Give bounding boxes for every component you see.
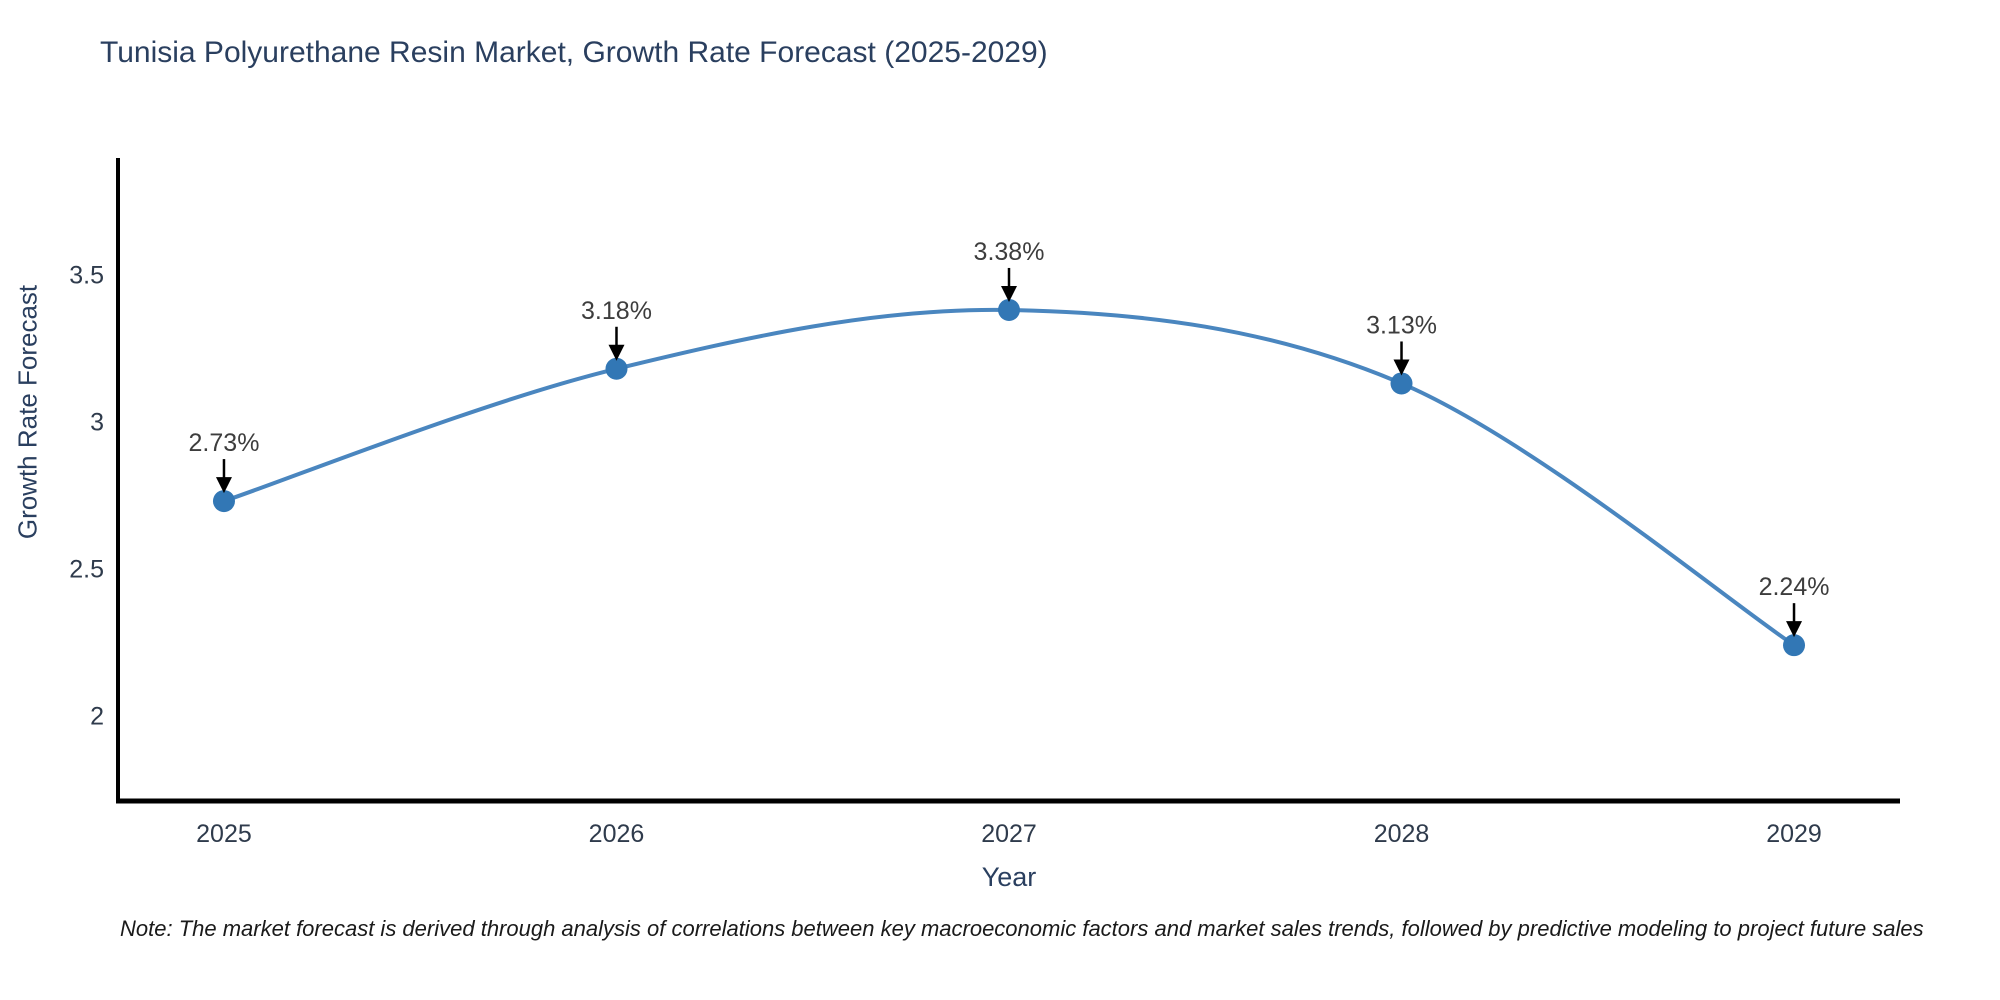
footnote: Note: The market forecast is derived thr… — [120, 916, 1924, 941]
point-value-label: 2.73% — [189, 429, 260, 457]
annotation-arrowhead — [1393, 359, 1410, 376]
point-value-label: 3.13% — [1366, 311, 1437, 339]
x-tick-label: 2027 — [981, 820, 1037, 848]
x-axis-title: Year — [981, 862, 1037, 892]
point-value-label: 2.24% — [1759, 573, 1830, 601]
forecast-line — [221, 307, 1797, 648]
x-tick-label: 2029 — [1766, 820, 1822, 848]
data-point-2029 — [1783, 634, 1806, 657]
data-point-2025 — [212, 490, 235, 513]
annotation-arrowhead — [1786, 621, 1803, 638]
y-axis-title: Growth Rate Forecast — [12, 284, 43, 540]
x-tick-label: 2025 — [196, 820, 252, 848]
y-tick-label: 3 — [90, 409, 104, 437]
data-point-2028 — [1390, 372, 1413, 395]
x-tick-label: 2026 — [589, 820, 645, 848]
point-value-label: 3.18% — [581, 297, 652, 325]
annotation-arrowhead — [1001, 285, 1017, 302]
y-tick-label: 2 — [90, 703, 104, 731]
data-point-2026 — [605, 357, 628, 380]
x-tick-label: 2028 — [1374, 820, 1430, 848]
chart-title: Tunisia Polyurethane Resin Market, Growt… — [100, 36, 1048, 69]
data-point-2027 — [998, 298, 1020, 321]
y-tick-label: 2.5 — [69, 556, 104, 584]
annotation-arrowhead — [215, 477, 232, 494]
annotation-arrowhead — [608, 344, 625, 361]
point-value-label: 3.38% — [974, 238, 1045, 266]
y-tick-label: 3.5 — [69, 262, 104, 290]
